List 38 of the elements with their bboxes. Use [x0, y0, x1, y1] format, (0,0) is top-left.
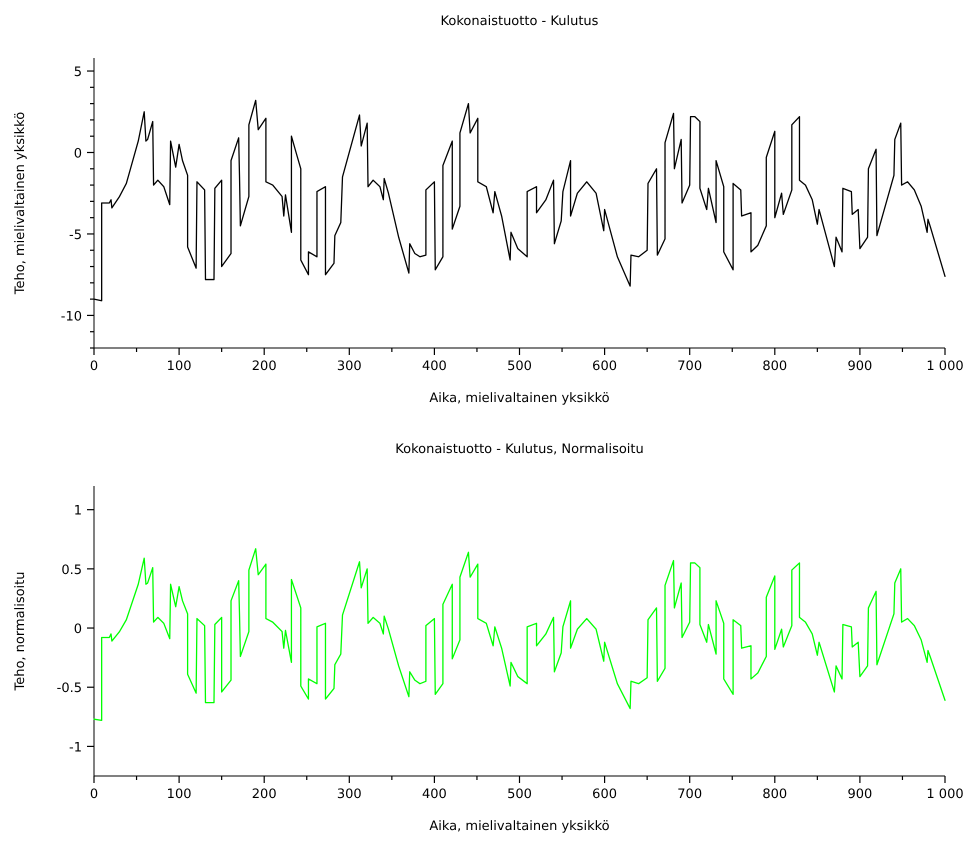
- x-tick-label: 300: [336, 787, 362, 802]
- x-tick-label: 100: [166, 359, 192, 374]
- x-tick-label: 600: [592, 787, 618, 802]
- x-tick-label: 500: [507, 787, 532, 802]
- x-tick-label: 500: [507, 359, 532, 374]
- x-tick-label: 0: [90, 787, 98, 802]
- x-tick-label: 400: [422, 787, 447, 802]
- y-tick-label: -10: [60, 309, 82, 324]
- x-tick-label: 800: [762, 787, 788, 802]
- y-tick-label: -5: [69, 228, 82, 243]
- y-tick-label: 5: [74, 65, 82, 80]
- x-tick-label: 700: [677, 359, 702, 374]
- x-tick-label: 0: [90, 359, 98, 374]
- x-tick-label: 300: [336, 359, 362, 374]
- x-tick-label: 100: [166, 787, 192, 802]
- x-tick-label: 1 000: [926, 359, 964, 374]
- line-series: [93, 548, 946, 722]
- y-tick-label: -0.5: [56, 681, 82, 696]
- y-tick-label: -1: [69, 740, 82, 756]
- x-axis-title: Aika, mielivaltainen yksikkö: [429, 391, 610, 406]
- y-tick-label: 0.5: [61, 562, 82, 578]
- x-tick-label: 200: [252, 787, 277, 802]
- x-tick-label: 600: [592, 359, 618, 374]
- x-tick-label: 400: [422, 359, 447, 374]
- chart-title: Kokonaistuotto - Kulutus: [440, 14, 599, 29]
- y-axis-title: Teho, mielivaltainen yksikkö: [13, 112, 28, 296]
- y-tick-label: 0: [74, 146, 82, 162]
- x-tick-label: 700: [677, 787, 702, 802]
- x-tick-label: 1 000: [926, 787, 964, 802]
- x-tick-label: 900: [847, 359, 872, 374]
- x-axis-title: Aika, mielivaltainen yksikkö: [429, 819, 610, 834]
- y-axis-title: Teho, normalisoitu: [13, 571, 28, 692]
- y-tick-label: 0: [74, 622, 82, 638]
- y-tick-label: 1: [74, 504, 82, 519]
- x-tick-label: 200: [252, 359, 277, 374]
- x-tick-label: 900: [847, 787, 872, 802]
- chart-title: Kokonaistuotto - Kulutus, Normalisoitu: [395, 442, 644, 457]
- x-tick-label: 800: [762, 359, 788, 374]
